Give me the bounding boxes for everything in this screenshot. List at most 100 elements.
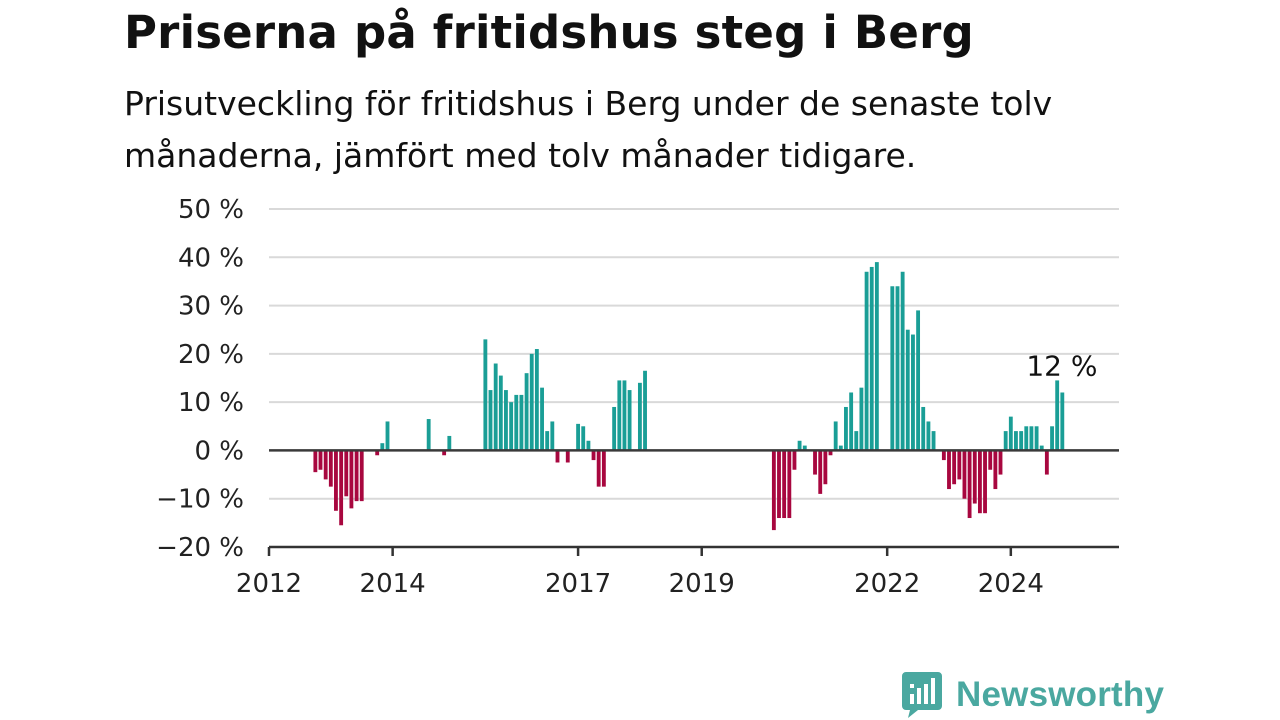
bar [643,370,647,451]
bar [771,450,776,531]
bar [972,450,977,504]
y-tick-label: 0 % [194,436,244,466]
bar [828,450,833,456]
bar [514,394,519,451]
bar [983,450,987,514]
bar [1003,431,1008,451]
x-axis-labels: 2012 2014 2017 2019 2022 2024 [236,569,1044,599]
x-tick-label: 2012 [236,569,302,599]
y-tick-label: 30 % [178,292,244,322]
bar [318,450,323,470]
bar [890,286,895,451]
bar [354,450,359,502]
bar [988,450,993,470]
bar [617,380,622,451]
bar [792,450,797,470]
y-tick-label: 50 % [178,195,244,225]
x-tick-label: 2014 [360,569,426,599]
bar [818,450,823,494]
bar [313,450,318,473]
bar [864,271,869,451]
chart-subtitle: Prisutveckling för fritidshus i Berg und… [124,84,1053,175]
bar [529,353,534,451]
y-tick-label: 20 % [178,340,244,370]
bar [998,450,1003,475]
bar [596,450,601,487]
bar [565,450,570,463]
bar [926,421,931,451]
bar [555,450,560,463]
bar [787,450,792,519]
newsworthy-chart-bubble-icon [902,672,942,718]
bar [426,419,431,451]
bar [931,431,936,451]
y-tick-label: 10 % [178,388,244,418]
bar [637,382,642,451]
bar [952,450,957,485]
bar [334,450,338,511]
bar [328,450,333,487]
bar [859,387,864,451]
bar [1060,392,1065,451]
bar [911,334,915,451]
bar [1029,426,1034,451]
bar [916,310,921,451]
bar [1008,416,1013,451]
y-tick-label: −10 % [156,485,244,515]
bar [1019,431,1024,451]
bar [797,440,802,451]
annotation: 12 % [1026,349,1097,382]
x-tick-label: 2019 [669,569,735,599]
bar [977,450,982,514]
bar [941,450,946,461]
bar [540,387,544,451]
bars [313,262,1065,531]
bar [1014,431,1018,451]
bar [782,450,787,519]
bar [802,445,807,451]
bar [519,394,524,451]
bar [1034,426,1039,451]
bar [498,375,503,451]
bar [833,421,838,451]
bar [323,450,328,480]
bar [380,443,385,451]
bar [359,450,364,502]
bar [854,431,859,451]
bar [1044,450,1049,475]
bar [947,450,951,490]
bar [488,390,493,451]
bar [447,435,452,451]
y-tick-label: 40 % [178,243,244,273]
chart-title: Priserna på fritidshus steg i Berg [124,6,974,59]
bar [849,392,854,451]
x-tick-label: 2024 [978,569,1044,599]
bar [1055,380,1060,451]
bar [385,421,390,451]
bar [823,450,828,485]
bar [581,426,586,451]
bar [586,440,591,451]
bar [1024,426,1029,451]
bar [375,450,380,456]
bar [483,339,488,451]
y-axis-labels: −20 % −10 % 0 % 10 % 20 % 30 % 40 % 50 % [156,195,244,563]
last-value-label: 12 % [1026,349,1097,382]
bar [962,450,967,499]
bar [874,262,879,451]
bar [967,450,972,519]
bar [777,450,781,519]
bar [921,406,926,451]
bar [844,406,848,451]
bar [545,431,550,451]
brand-name: Newsworthy [956,675,1165,714]
x-tick-label: 2022 [854,569,920,599]
bar [1039,445,1044,451]
bar [524,373,529,451]
bar [1050,426,1054,451]
y-tick-label: −20 % [156,533,244,563]
gridlines [269,208,1119,500]
bar [612,406,617,451]
bar [349,450,354,509]
axes [267,449,1119,556]
